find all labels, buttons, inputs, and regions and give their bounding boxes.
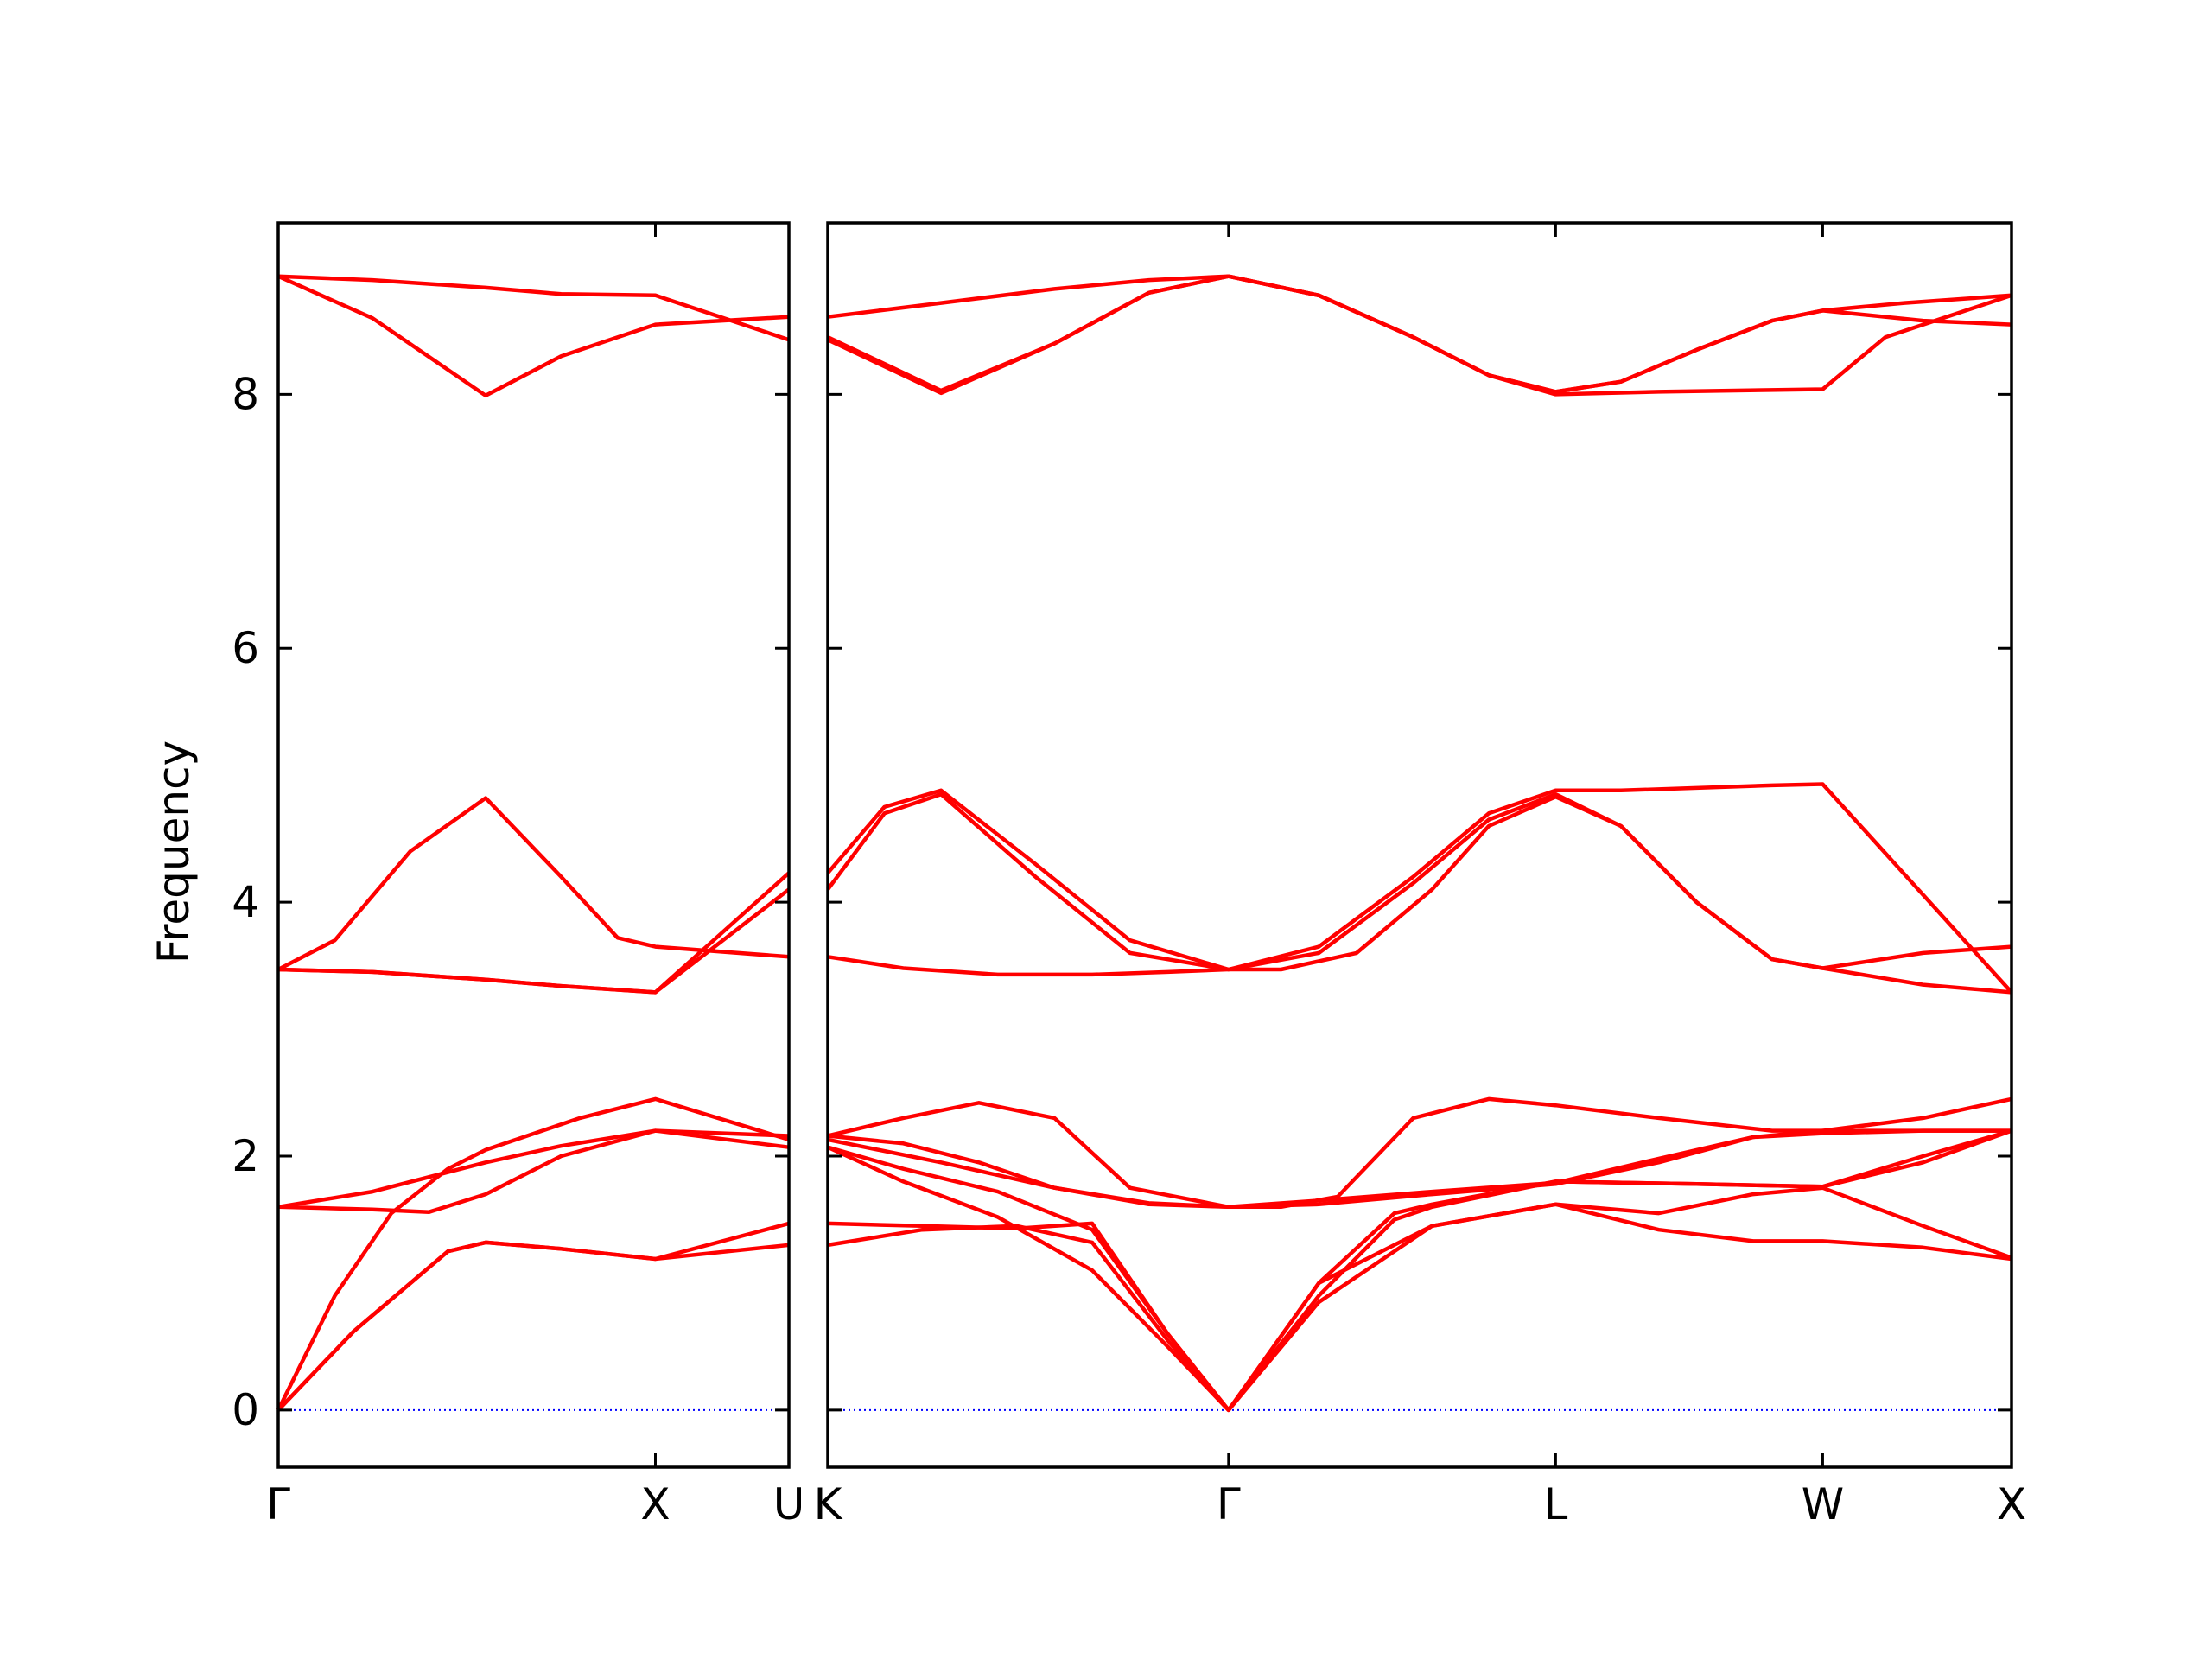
x-tick-label: U xyxy=(773,1479,805,1529)
band-line xyxy=(278,276,789,340)
band-line xyxy=(278,276,789,396)
band-line xyxy=(828,276,2012,392)
band-line xyxy=(828,1147,2012,1410)
chart-panels: 0 2 4 6 8 Γ X U K Γ L W X xyxy=(232,223,2026,1529)
y-tick-label: 0 xyxy=(232,1385,259,1435)
band-line xyxy=(278,1131,789,1212)
band-line xyxy=(828,797,2012,992)
panel-frame xyxy=(278,223,789,1467)
band-line xyxy=(828,1147,2012,1410)
x-tick-label: Γ xyxy=(266,1479,290,1529)
panel-frame xyxy=(828,223,2012,1467)
y-axis-label: Frequency xyxy=(149,741,199,963)
y-tick-label: 6 xyxy=(232,623,259,673)
x-tick-label: K xyxy=(814,1479,843,1529)
x-tick-label: Γ xyxy=(1217,1479,1241,1529)
band-line xyxy=(828,794,2012,969)
panel-1: 0 2 4 6 8 Γ X U xyxy=(232,223,804,1529)
x-tick-label: L xyxy=(1543,1479,1567,1529)
x-tick-label: W xyxy=(1802,1479,1844,1529)
band-line xyxy=(278,873,789,992)
band-line xyxy=(828,785,2012,993)
y-tick-label: 8 xyxy=(232,369,259,419)
y-tick-label: 2 xyxy=(232,1131,259,1181)
x-tick-label: X xyxy=(1997,1479,2026,1529)
y-tick-label: 4 xyxy=(232,877,259,927)
x-tick-label: X xyxy=(640,1479,670,1529)
